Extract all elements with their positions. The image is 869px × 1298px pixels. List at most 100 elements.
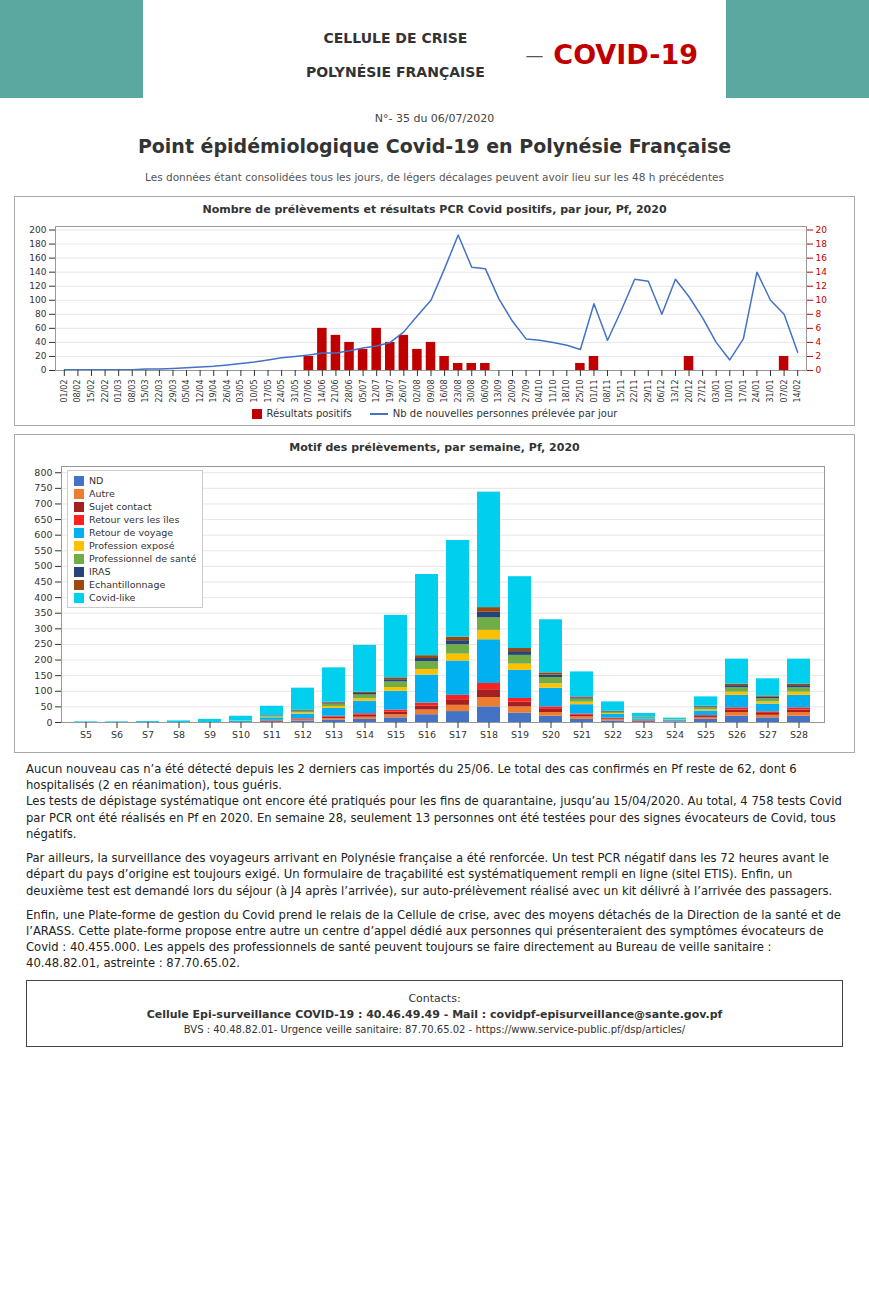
svg-text:100: 100 [29, 295, 46, 305]
svg-text:400: 400 [34, 592, 52, 603]
svg-text:15/03: 15/03 [141, 380, 150, 403]
svg-text:26/07: 26/07 [399, 380, 408, 403]
svg-text:100: 100 [34, 685, 52, 696]
svg-text:S22: S22 [604, 729, 622, 740]
svg-text:08/03: 08/03 [128, 380, 137, 403]
svg-text:650: 650 [34, 514, 52, 525]
svg-text:28/06: 28/06 [345, 380, 354, 403]
svg-text:27/12: 27/12 [698, 380, 707, 403]
svg-text:8: 8 [816, 309, 822, 319]
svg-text:24/05: 24/05 [277, 380, 286, 403]
svg-text:20/09: 20/09 [508, 380, 517, 403]
svg-text:0: 0 [816, 365, 822, 375]
svg-text:500: 500 [34, 560, 52, 571]
svg-text:22/11: 22/11 [630, 380, 639, 403]
svg-text:31/01: 31/01 [766, 380, 775, 403]
svg-text:12: 12 [816, 281, 827, 291]
svg-text:350: 350 [34, 607, 52, 618]
svg-text:40: 40 [35, 337, 47, 347]
svg-text:11/10: 11/10 [549, 380, 558, 403]
svg-text:S21: S21 [573, 729, 591, 740]
svg-text:27/09: 27/09 [522, 380, 531, 403]
svg-text:08/11: 08/11 [603, 380, 612, 403]
svg-text:150: 150 [34, 670, 52, 681]
svg-text:29/11: 29/11 [644, 380, 653, 403]
svg-text:S13: S13 [325, 729, 343, 740]
svg-text:23/08: 23/08 [454, 380, 463, 403]
svg-text:19/04: 19/04 [209, 380, 218, 403]
svg-text:17/05: 17/05 [264, 380, 273, 403]
svg-text:07/06: 07/06 [304, 380, 313, 403]
svg-text:800: 800 [34, 467, 52, 478]
svg-text:18: 18 [816, 239, 828, 249]
svg-text:S16: S16 [418, 729, 436, 740]
svg-text:01/11: 01/11 [590, 380, 599, 403]
svg-text:02/08: 02/08 [413, 380, 422, 403]
svg-text:120: 120 [29, 281, 46, 291]
svg-text:01/02: 01/02 [60, 380, 69, 403]
svg-text:03/01: 03/01 [712, 380, 721, 403]
svg-text:25/10: 25/10 [576, 380, 585, 403]
svg-text:S23: S23 [635, 729, 653, 740]
svg-text:S5: S5 [80, 729, 92, 740]
svg-text:S12: S12 [294, 729, 312, 740]
svg-text:S7: S7 [142, 729, 154, 740]
svg-text:09/08: 09/08 [427, 380, 436, 403]
svg-text:04/10: 04/10 [535, 380, 544, 403]
svg-text:16/08: 16/08 [440, 380, 449, 403]
svg-text:13/12: 13/12 [671, 380, 680, 403]
svg-text:05/04: 05/04 [182, 380, 191, 403]
svg-text:S8: S8 [173, 729, 185, 740]
svg-text:0: 0 [41, 365, 47, 375]
svg-text:250: 250 [34, 638, 52, 649]
svg-text:200: 200 [34, 654, 52, 665]
svg-text:S9: S9 [204, 729, 216, 740]
svg-text:550: 550 [34, 545, 52, 556]
svg-text:06/09: 06/09 [481, 380, 490, 403]
svg-text:06/12: 06/12 [657, 380, 666, 403]
svg-text:S6: S6 [111, 729, 123, 740]
svg-text:S18: S18 [480, 729, 498, 740]
svg-text:60: 60 [35, 323, 47, 333]
svg-text:160: 160 [29, 253, 46, 263]
svg-text:15/02: 15/02 [87, 380, 96, 403]
svg-text:2: 2 [816, 351, 822, 361]
svg-text:180: 180 [29, 239, 46, 249]
svg-text:20: 20 [816, 225, 828, 235]
svg-text:14: 14 [816, 267, 828, 277]
svg-text:S10: S10 [232, 729, 250, 740]
svg-text:200: 200 [29, 225, 46, 235]
svg-text:300: 300 [34, 623, 52, 634]
svg-text:08/02: 08/02 [73, 380, 82, 403]
svg-text:S20: S20 [542, 729, 560, 740]
svg-text:S15: S15 [387, 729, 405, 740]
svg-text:14/02: 14/02 [793, 380, 802, 403]
svg-text:S28: S28 [790, 729, 808, 740]
svg-text:12/07: 12/07 [372, 380, 381, 403]
svg-text:18/10: 18/10 [562, 380, 571, 403]
svg-text:17/01: 17/01 [739, 380, 748, 403]
svg-text:15/11: 15/11 [617, 380, 626, 403]
svg-text:50: 50 [40, 701, 52, 712]
svg-text:22/03: 22/03 [155, 380, 164, 403]
svg-text:30/08: 30/08 [467, 380, 476, 403]
svg-text:S25: S25 [697, 729, 715, 740]
svg-text:750: 750 [34, 482, 52, 493]
svg-text:10: 10 [816, 295, 828, 305]
svg-text:0: 0 [46, 717, 52, 728]
svg-text:24/01: 24/01 [752, 380, 761, 403]
svg-text:07/02: 07/02 [780, 380, 789, 403]
svg-text:80: 80 [35, 309, 47, 319]
svg-text:6: 6 [816, 323, 822, 333]
svg-text:21/06: 21/06 [331, 380, 340, 403]
svg-text:10/01: 10/01 [725, 380, 734, 403]
svg-text:20/12: 20/12 [685, 380, 694, 403]
svg-text:450: 450 [34, 576, 52, 587]
svg-text:600: 600 [34, 529, 52, 540]
svg-text:S11: S11 [263, 729, 281, 740]
svg-text:4: 4 [816, 337, 822, 347]
svg-text:16: 16 [816, 253, 828, 263]
svg-text:S26: S26 [728, 729, 746, 740]
svg-text:12/04: 12/04 [196, 380, 205, 403]
svg-text:S17: S17 [449, 729, 467, 740]
